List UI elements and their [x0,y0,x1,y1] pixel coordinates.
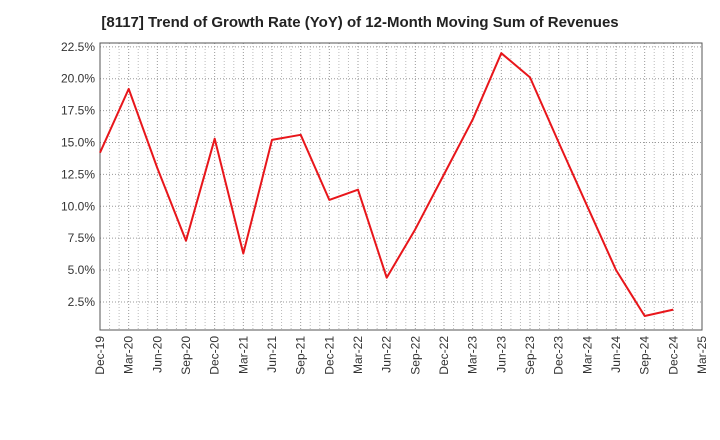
x-tick-label: Dec-19 [93,336,107,375]
y-tick-label: 20.0% [61,72,95,86]
plot-border [99,42,703,331]
series-line [99,52,674,317]
x-tick-label: Jun-22 [380,336,394,373]
y-tick-label: 17.5% [61,104,95,118]
x-tick-label: Mar-20 [122,336,136,374]
x-tick-label: Sep-21 [294,336,308,375]
x-tick-label: Jun-21 [265,336,279,373]
x-tick-label: Dec-21 [322,336,336,375]
y-tick-label: 2.5% [68,295,96,309]
y-tick-label: 5.0% [68,263,96,277]
x-tick-label: Dec-23 [552,336,566,375]
x-tick-label: Mar-22 [351,336,365,374]
x-tick-label: Sep-23 [523,336,537,375]
x-tick-label: Mar-23 [466,336,480,374]
x-tick-label: Jun-24 [609,336,623,373]
x-tick-label: Sep-20 [179,336,193,375]
y-tick-label: 10.0% [61,199,95,213]
x-tick-label: Mar-24 [580,336,594,374]
x-tick-label: Mar-21 [236,336,250,374]
y-tick-label: 7.5% [68,231,96,245]
x-tick-label: Sep-22 [408,336,422,375]
chart-title: [8117] Trend of Growth Rate (YoY) of 12-… [101,14,619,31]
y-tick-label: 22.5% [61,40,95,54]
x-tick-label: Jun-23 [494,336,508,373]
x-tick-label: Jun-20 [150,336,164,373]
x-tick-label: Dec-22 [437,336,451,375]
x-tick-label: Dec-24 [666,336,680,375]
x-tick-label: Mar-25 [695,336,709,374]
y-tick-label: 15.0% [61,135,95,149]
plot-area [100,43,702,330]
x-tick-label: Dec-20 [208,336,222,375]
x-tick-label: Sep-24 [638,336,652,375]
y-tick-label: 12.5% [61,167,95,181]
